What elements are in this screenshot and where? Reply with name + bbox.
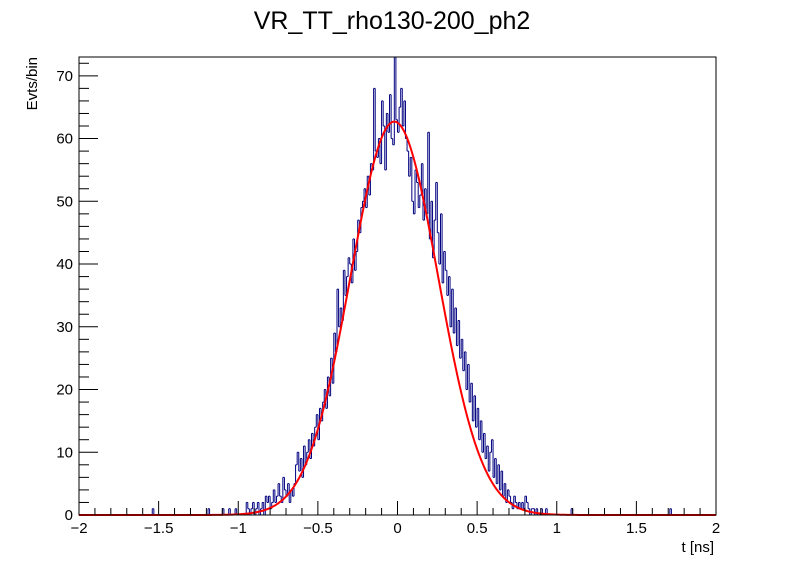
x-tick-label: −1: [230, 520, 247, 537]
x-axis-title: t [ns]: [681, 539, 714, 556]
x-tick-label: −0.5: [303, 520, 333, 537]
y-tick-label: 60: [56, 131, 73, 148]
x-tick-label: 2: [712, 520, 720, 537]
y-tick-label: 40: [56, 256, 73, 273]
y-tick-label: 20: [56, 382, 73, 399]
x-tick-label: −2: [70, 520, 87, 537]
x-tick-label: −1.5: [144, 520, 174, 537]
y-tick-label: 0: [65, 507, 73, 524]
x-tick-label: 1.5: [626, 520, 647, 537]
y-axis-title: Evts/bin: [24, 57, 41, 110]
chart-title: VR_TT_rho130-200_ph2: [254, 7, 531, 35]
y-tick-label: 70: [56, 68, 73, 85]
y-tick-label: 50: [56, 193, 73, 210]
y-tick-label: 30: [56, 319, 73, 336]
y-tick-label: 10: [56, 444, 73, 461]
x-tick-label: 0: [393, 520, 401, 537]
x-tick-label: 1: [553, 520, 561, 537]
x-tick-label: 0.5: [467, 520, 488, 537]
